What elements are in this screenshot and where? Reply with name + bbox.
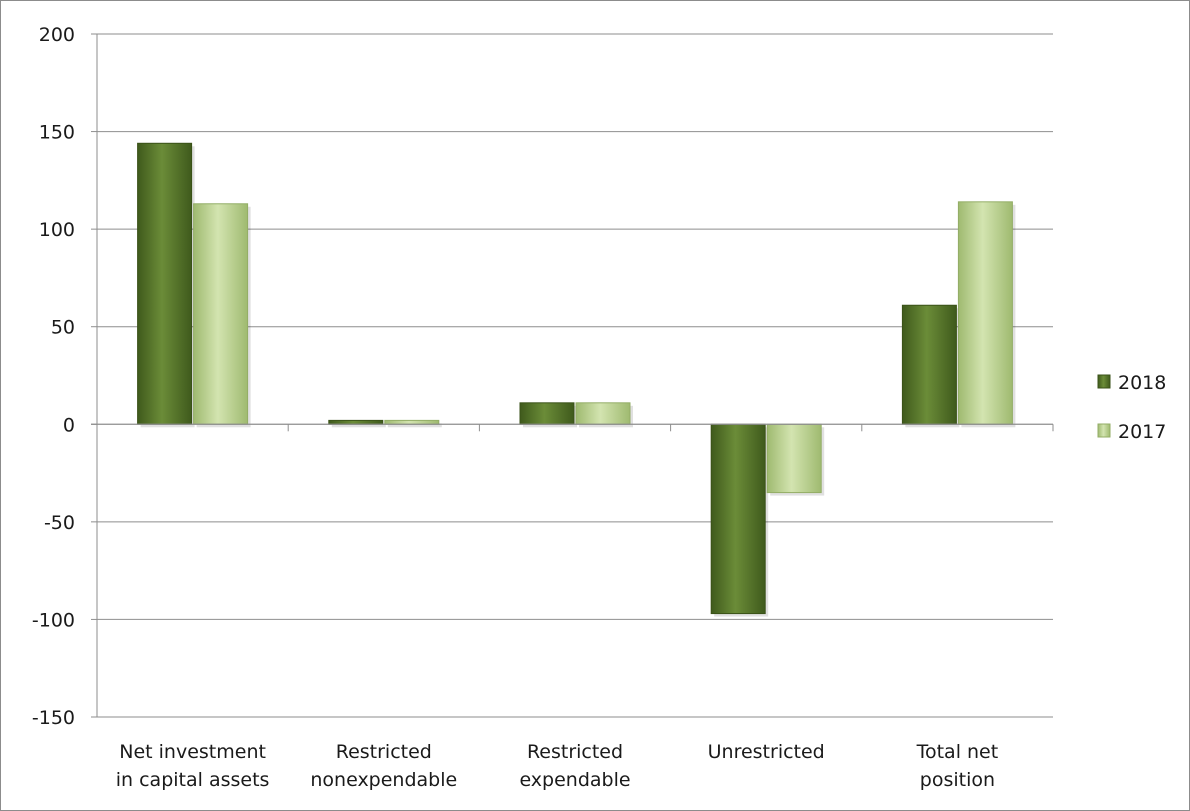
category-label: Restricted xyxy=(336,741,432,763)
category-label: Restricted xyxy=(527,741,623,763)
category-label: in capital assets xyxy=(116,769,270,791)
y-tick-label: 100 xyxy=(39,219,75,241)
legend-label-2018: 2018 xyxy=(1118,372,1166,394)
category-label: expendable xyxy=(519,769,630,791)
category-label: nonexpendable xyxy=(310,769,457,791)
bar-2018-3 xyxy=(710,423,766,615)
bar-2018-0 xyxy=(137,142,193,425)
y-axis-tick-labels: 200 150 100 50 0 -50 -100 -150 xyxy=(32,24,75,729)
legend: 2018 2017 xyxy=(1097,372,1166,443)
category-label: Total net xyxy=(916,741,999,763)
y-tick-label: -150 xyxy=(32,707,75,729)
legend-label-2017: 2017 xyxy=(1118,421,1166,443)
bar-2017-3 xyxy=(766,423,822,494)
y-tick-label: -100 xyxy=(32,609,75,631)
y-tick-label: 200 xyxy=(39,24,75,46)
category-label: Unrestricted xyxy=(708,741,825,763)
bar-2018-4 xyxy=(901,304,957,425)
bars xyxy=(137,142,1016,617)
bar-2017-4 xyxy=(957,201,1013,425)
bar-2017-0 xyxy=(193,203,249,425)
y-tick-label: -50 xyxy=(44,512,75,534)
y-tick-label: 50 xyxy=(51,317,75,339)
category-label: position xyxy=(920,769,995,791)
bar-2017-2 xyxy=(575,402,631,425)
bar-shadow xyxy=(331,423,386,428)
bar-shadow xyxy=(387,423,442,428)
category-labels: Net investment in capital assets Restricte… xyxy=(116,741,998,791)
y-tick-label: 150 xyxy=(39,122,75,144)
axes xyxy=(91,33,1054,718)
legend-swatch-2017 xyxy=(1097,423,1111,438)
y-tick-label: 0 xyxy=(63,414,75,436)
legend-swatch-2018 xyxy=(1097,374,1111,389)
bar-2018-2 xyxy=(519,402,575,425)
category-label: Net investment xyxy=(119,741,266,763)
gridlines xyxy=(97,33,1053,718)
